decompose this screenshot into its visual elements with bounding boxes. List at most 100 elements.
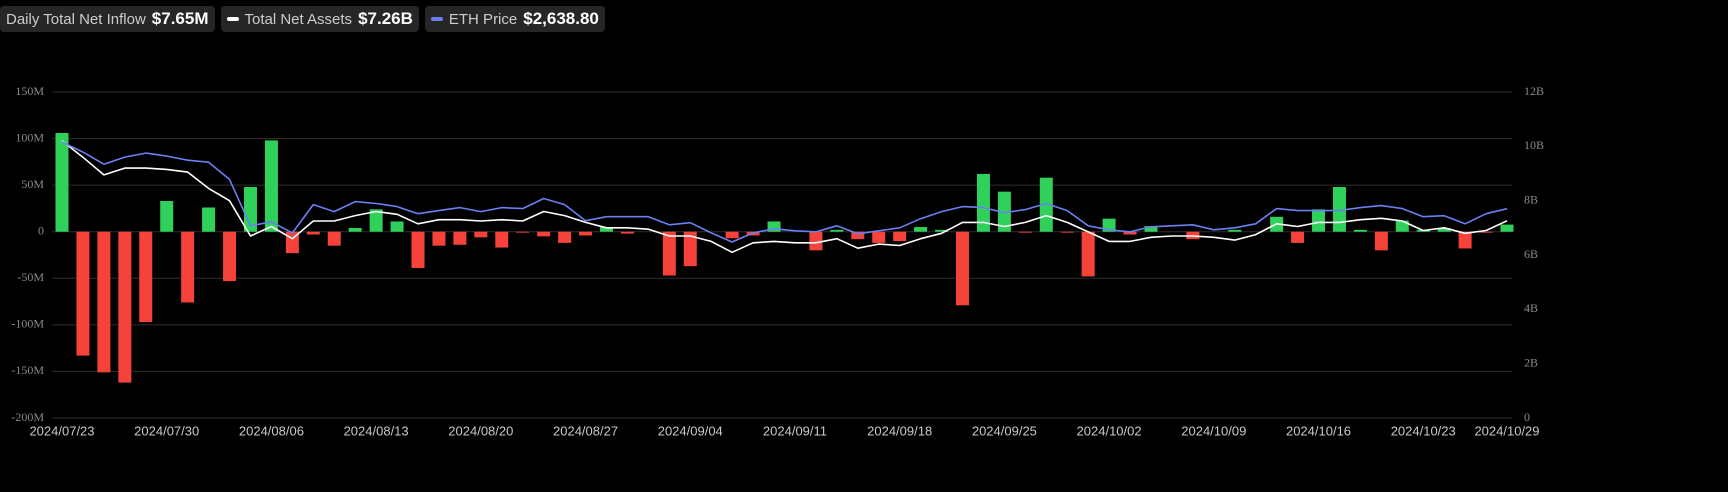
x-tick-label: 2024/08/06 <box>239 423 304 438</box>
legend-label: ETH Price <box>448 10 518 28</box>
bar <box>55 132 69 232</box>
y-tick-label: 0 <box>38 223 44 237</box>
bar <box>809 231 823 251</box>
x-tick-label: 2024/07/30 <box>134 423 199 438</box>
bar <box>1039 177 1053 232</box>
legend-item: Total Net Assets $7.26B <box>220 6 419 32</box>
x-tick-label: 2024/09/25 <box>972 423 1037 438</box>
bar <box>620 231 634 234</box>
y2-tick-label: 0 <box>1524 410 1530 424</box>
bar <box>976 173 990 232</box>
legend-label: Total Net Assets <box>244 10 353 28</box>
bar <box>306 231 320 235</box>
legend-swatch <box>430 17 443 21</box>
bar <box>1500 224 1514 232</box>
bar <box>683 231 697 267</box>
y-tick-label: -200M <box>11 410 44 424</box>
x-tick-label: 2024/09/11 <box>763 423 827 438</box>
y2-tick-label: 6B <box>1524 247 1538 261</box>
legend-item: ETH Price $2,638.80 <box>424 6 605 32</box>
bar <box>223 231 237 282</box>
bar <box>390 221 404 232</box>
bar <box>97 231 111 373</box>
bar <box>264 140 278 232</box>
bar <box>599 227 613 232</box>
y2-tick-label: 10B <box>1524 138 1544 152</box>
bar <box>1060 231 1074 233</box>
x-tick-label: 2024/10/29 <box>1474 423 1539 438</box>
bar <box>202 207 216 232</box>
bar <box>851 231 865 240</box>
bar <box>1018 231 1032 233</box>
line <box>61 140 1508 254</box>
x-tick-label: 2024/10/09 <box>1181 423 1246 438</box>
line <box>61 141 1508 243</box>
bar <box>453 231 467 245</box>
y-tick-label: 100M <box>15 130 44 144</box>
bar <box>1123 231 1137 235</box>
bar <box>1395 220 1409 232</box>
x-tick-label: 2024/08/20 <box>448 423 513 438</box>
bar <box>1312 209 1326 232</box>
y-tick-label: 150M <box>15 84 44 98</box>
x-tick-label: 2024/10/02 <box>1077 423 1142 438</box>
x-tick-label: 2024/07/23 <box>29 423 94 438</box>
bar <box>181 231 195 303</box>
bar <box>369 209 383 232</box>
bar <box>537 231 551 237</box>
bar <box>893 231 907 242</box>
x-tick-label: 2024/10/16 <box>1286 423 1351 438</box>
bar <box>662 231 676 276</box>
y-tick-label: 50M <box>21 177 44 191</box>
bar <box>914 227 928 232</box>
y2-tick-label: 4B <box>1524 301 1538 315</box>
legend-label: Daily Total Net Inflow <box>6 10 146 28</box>
y2-tick-label: 12B <box>1524 84 1544 98</box>
bar <box>872 231 886 243</box>
bar <box>1437 227 1451 232</box>
bar <box>474 231 488 238</box>
bar <box>725 231 739 239</box>
bar <box>348 227 362 232</box>
bar <box>1479 231 1493 233</box>
y-tick-label: -100M <box>11 317 44 331</box>
x-tick-label: 2024/08/13 <box>344 423 409 438</box>
legend-item: Daily Total Net Inflow $7.65M <box>0 6 215 32</box>
bar <box>830 229 844 232</box>
y2-tick-label: 2B <box>1524 355 1538 369</box>
bar <box>767 221 781 232</box>
legend-value: $2,638.80 <box>523 9 599 28</box>
bar <box>118 231 132 383</box>
x-tick-label: 2024/10/23 <box>1391 423 1456 438</box>
bar <box>160 200 174 232</box>
bar <box>579 231 593 236</box>
x-tick-label: 2024/09/18 <box>867 423 932 438</box>
bar <box>1291 231 1305 243</box>
legend-value: $7.65M <box>151 9 209 28</box>
bar <box>1144 226 1158 232</box>
bar <box>243 187 257 232</box>
bar <box>935 229 949 232</box>
y-tick-label: -50M <box>17 270 44 284</box>
bar <box>139 231 153 323</box>
bar <box>327 231 341 246</box>
bar <box>516 231 530 233</box>
bar <box>1353 229 1367 232</box>
bar <box>1081 231 1095 277</box>
bar <box>1332 187 1346 232</box>
legend: Daily Total Net Inflow $7.65M Total Net As… <box>0 6 605 32</box>
legend-swatch <box>226 17 239 21</box>
bar <box>956 231 970 306</box>
x-tick-label: 2024/08/27 <box>553 423 618 438</box>
legend-value: $7.26B <box>358 9 413 28</box>
y2-tick-label: 8B <box>1524 192 1538 206</box>
bar <box>1458 231 1472 249</box>
bar <box>1228 229 1242 232</box>
bar <box>1374 231 1388 251</box>
bar <box>76 231 90 356</box>
bar <box>558 231 572 243</box>
bar <box>411 231 425 269</box>
x-tick-label: 2024/09/04 <box>658 423 723 438</box>
